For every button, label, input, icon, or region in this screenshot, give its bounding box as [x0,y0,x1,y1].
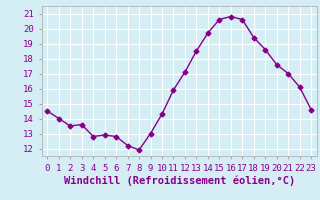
X-axis label: Windchill (Refroidissement éolien,°C): Windchill (Refroidissement éolien,°C) [64,175,295,186]
